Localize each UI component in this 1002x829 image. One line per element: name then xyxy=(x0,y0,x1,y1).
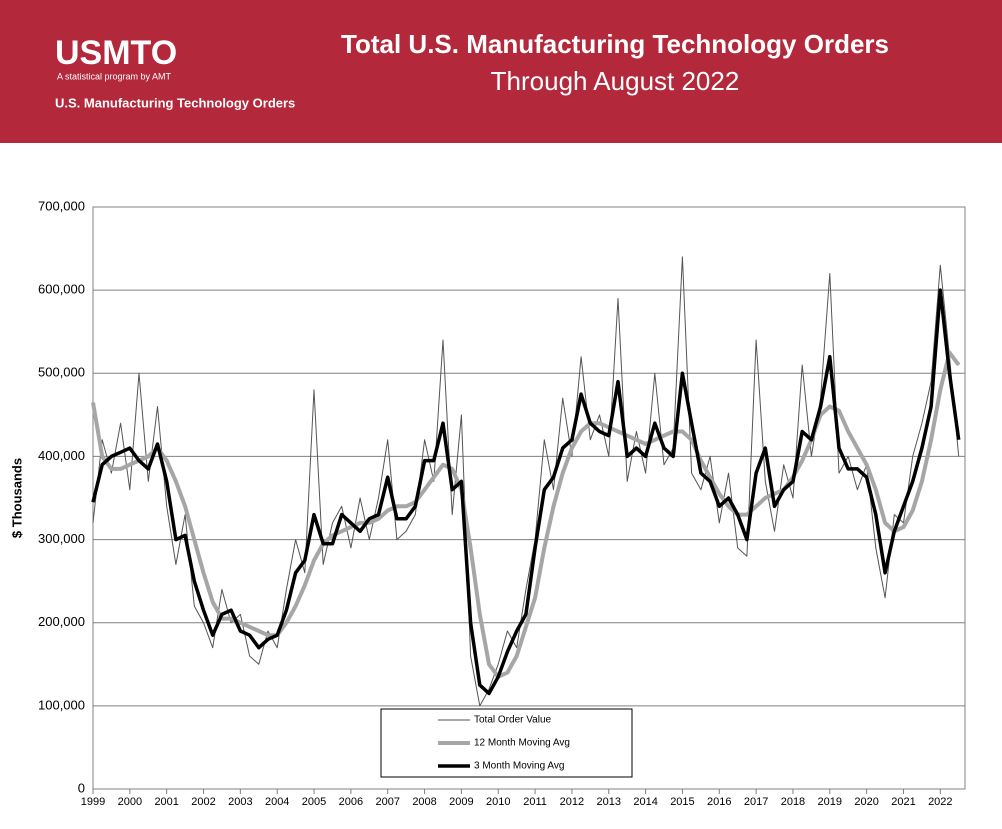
y-tick-label: 700,000 xyxy=(38,198,85,213)
y-tick-label: 300,000 xyxy=(38,531,85,546)
x-tick-label: 2017 xyxy=(744,796,768,808)
x-tick-label: 2003 xyxy=(228,796,252,808)
legend-box xyxy=(380,708,633,778)
chart-subtitle: Through August 2022 xyxy=(491,66,740,96)
x-tick-label: 2015 xyxy=(670,796,694,808)
legend-label: 3 Month Moving Avg xyxy=(474,761,564,772)
logo-tagline: A statistical program by AMT xyxy=(57,71,172,81)
x-tick-label: 2012 xyxy=(560,796,584,808)
x-tick-label: 2021 xyxy=(891,796,915,808)
legend-label: Total Order Value xyxy=(474,715,552,726)
y-tick-label: 500,000 xyxy=(38,365,85,380)
y-axis-label: $ Thousands xyxy=(9,458,24,538)
x-tick-label: 2022 xyxy=(928,796,952,808)
x-tick-label: 2007 xyxy=(375,796,399,808)
x-tick-label: 2000 xyxy=(118,796,142,808)
x-tick-label: 2004 xyxy=(265,796,289,808)
x-tick-label: 2009 xyxy=(449,796,473,808)
legend-label: 12 Month Moving Avg xyxy=(474,738,570,749)
y-tick-label: 600,000 xyxy=(38,282,85,297)
x-tick-label: 2019 xyxy=(818,796,842,808)
x-tick-label: 2014 xyxy=(633,796,657,808)
program-name: U.S. Manufacturing Technology Orders xyxy=(55,95,295,110)
x-tick-label: 2013 xyxy=(597,796,621,808)
x-tick-label: 2020 xyxy=(854,796,878,808)
x-tick-label: 2011 xyxy=(523,796,547,808)
chart-title: Total U.S. Manufacturing Technology Orde… xyxy=(341,29,889,59)
series-line xyxy=(91,288,961,696)
y-tick-label: 400,000 xyxy=(38,448,85,463)
x-tick-label: 1999 xyxy=(81,796,105,808)
header-banner xyxy=(0,0,1002,143)
x-tick-label: 2001 xyxy=(154,796,178,808)
y-tick-label: 200,000 xyxy=(38,614,85,629)
plot-area xyxy=(92,206,966,790)
x-tick-label: 2018 xyxy=(781,796,805,808)
x-tick-label: 2005 xyxy=(302,796,326,808)
x-tick-label: 2010 xyxy=(486,796,510,808)
x-tick-label: 2002 xyxy=(191,796,215,808)
y-tick-label: 0 xyxy=(78,780,85,795)
y-tick-label: 100,000 xyxy=(38,697,85,712)
x-tick-label: 2006 xyxy=(339,796,363,808)
x-tick-label: 2016 xyxy=(707,796,731,808)
x-tick-label: 2008 xyxy=(412,796,436,808)
logo: USMTO xyxy=(55,34,177,72)
